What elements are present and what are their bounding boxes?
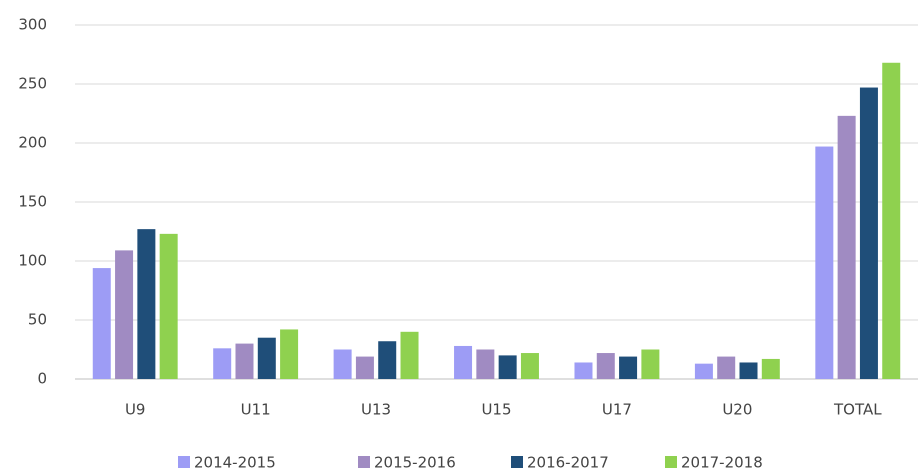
y-tick-label: 150 (18, 193, 47, 211)
bar (258, 338, 276, 379)
x-tick-label: U13 (361, 401, 391, 419)
bar (740, 362, 758, 379)
bar (356, 357, 374, 379)
legend-label: 2016-2017 (527, 454, 609, 472)
legend-swatch (358, 456, 370, 468)
legend-swatch (178, 456, 190, 468)
bar (137, 229, 155, 379)
x-tick-label: U15 (481, 401, 511, 419)
y-tick-label: 200 (18, 134, 47, 152)
bar (619, 357, 637, 379)
bar (334, 350, 352, 380)
y-tick-label: 0 (37, 370, 47, 388)
chart: 0 50 100 150 200 250 300 U9 U11 U13 U15 U17 U20 TOTAL… (0, 0, 918, 473)
bar (641, 350, 659, 380)
bar (597, 353, 615, 379)
bar (454, 346, 472, 379)
bar (378, 341, 396, 379)
bar (521, 353, 539, 379)
bar (574, 362, 592, 379)
x-tick-label: TOTAL (833, 401, 882, 419)
bar (235, 344, 253, 379)
x-tick-label: U9 (125, 401, 146, 419)
legend-label: 2017-2018 (681, 454, 763, 472)
bar (160, 234, 178, 379)
y-tick-label: 250 (18, 75, 47, 93)
legend-swatch (665, 456, 677, 468)
x-tick-label: U11 (241, 401, 271, 419)
bar (717, 357, 735, 379)
legend-label: 2015-2016 (374, 454, 456, 472)
x-tick-label: U20 (722, 401, 752, 419)
bar (762, 359, 780, 379)
legend-swatch (511, 456, 523, 468)
bar (213, 348, 231, 379)
bar (860, 88, 878, 379)
bar (838, 116, 856, 379)
bar (401, 332, 419, 379)
bar (280, 329, 298, 379)
bar (115, 250, 133, 379)
bar (882, 63, 900, 379)
bar (815, 147, 833, 379)
y-tick-label: 50 (28, 311, 47, 329)
bar (93, 268, 111, 379)
y-tick-label: 300 (18, 16, 47, 34)
y-tick-label: 100 (18, 252, 47, 270)
bar (499, 355, 517, 379)
legend-label: 2014-2015 (194, 454, 276, 472)
x-tick-label: U17 (602, 401, 632, 419)
bar (695, 364, 713, 379)
bar (476, 350, 494, 380)
